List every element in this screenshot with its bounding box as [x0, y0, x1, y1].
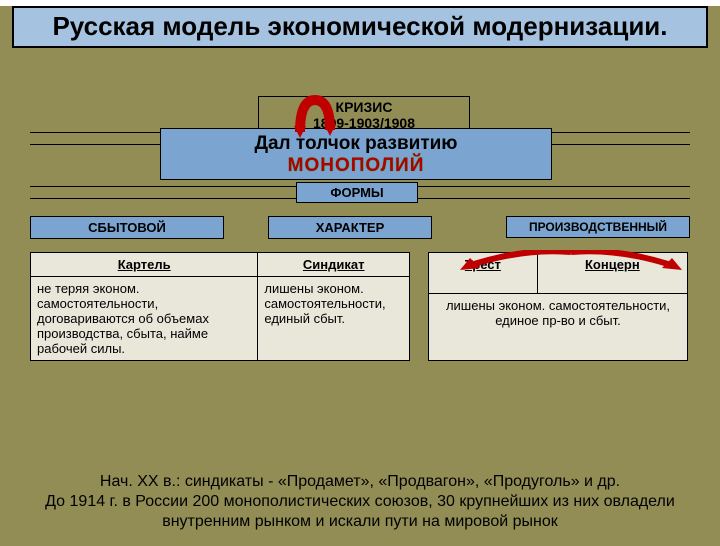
character-prod: ПРОИЗВОДСТВЕННЫЙ: [506, 216, 690, 238]
character-sbyt: СБЫТОВОЙ: [30, 216, 224, 239]
footer-text: Нач. XX в.: синдикаты - «Продамет», «Про…: [30, 472, 690, 532]
th-kartel: Картель: [31, 253, 258, 277]
table-row: лишены эконом. самостоятельности, единое…: [429, 294, 688, 361]
td-trest-concern-desc: лишены эконом. самостоятельности, единое…: [429, 294, 688, 361]
td-sindikat-desc: лишены эконом. самостоятельности, единый…: [258, 277, 410, 361]
left-table: Картель Синдикат не теряя эконом. самост…: [30, 252, 410, 361]
table-row: не теряя эконом. самостоятельности, дого…: [31, 277, 410, 361]
footer-p2: До 1914 г. в России 200 монополистически…: [30, 492, 690, 532]
page-title: Русская модель экономической модернизаци…: [12, 6, 708, 48]
push-line1: Дал толчок развитию: [161, 133, 551, 155]
footer-p1: Нач. XX в.: синдикаты - «Продамет», «Про…: [30, 472, 690, 492]
push-monopolies: МОНОПОЛИЙ: [161, 155, 551, 177]
forms-box: ФОРМЫ: [296, 182, 418, 203]
character-row: СБЫТОВОЙ ХАРАКТЕР ПРОИЗВОДСТВЕННЫЙ: [30, 216, 690, 244]
table-row: Картель Синдикат: [31, 253, 410, 277]
character-label: ХАРАКТЕР: [268, 216, 432, 239]
uturn-arrow-icon: [290, 92, 340, 138]
push-box: Дал толчок развитию МОНОПОЛИЙ: [160, 128, 552, 180]
slide-bg: { "title": "Русская модель экономической…: [0, 6, 720, 546]
table-arrows-icon: [456, 250, 686, 272]
td-kartel-desc: не теряя эконом. самостоятельности, дого…: [31, 277, 258, 361]
th-sindikat: Синдикат: [258, 253, 410, 277]
